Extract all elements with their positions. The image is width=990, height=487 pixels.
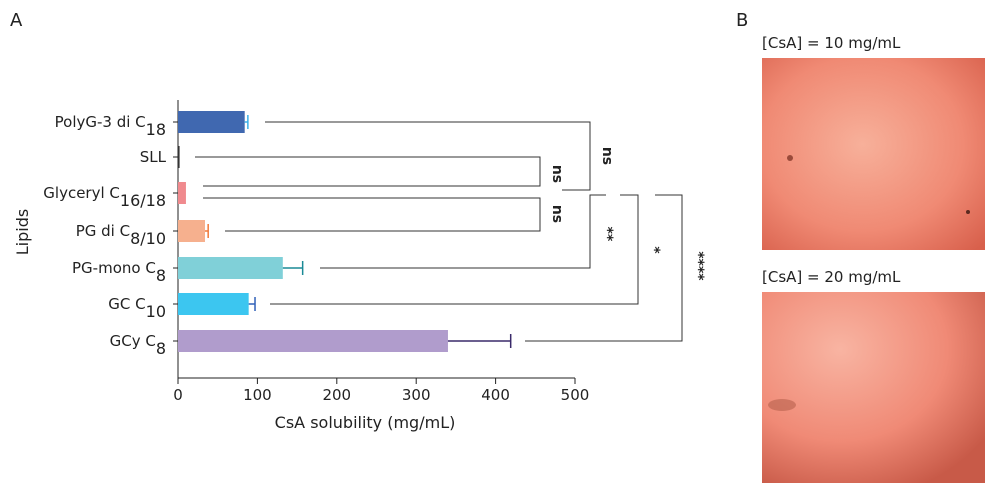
bar <box>178 182 186 204</box>
y-tick-label: PolyG-3 di C18 <box>55 113 166 139</box>
speck <box>966 210 970 214</box>
category-subscript: 8/10 <box>130 229 166 248</box>
bar <box>178 146 180 168</box>
x-tick-label: 500 <box>561 386 590 404</box>
y-tick-label: GCy C8 <box>110 332 166 358</box>
bar <box>178 293 249 315</box>
bar <box>178 257 283 279</box>
significance-label: ns <box>599 147 615 165</box>
image-label: [CsA] = 20 mg/mL <box>762 268 901 286</box>
category-name: PG-mono C <box>72 259 156 277</box>
significance-label: ** <box>599 227 615 242</box>
category-name: PolyG-3 di C <box>55 113 146 131</box>
speck <box>787 155 793 161</box>
category-name: SLL <box>140 148 167 166</box>
error-bar <box>244 115 249 129</box>
category-name: PG di C <box>76 222 130 240</box>
image-label: [CsA] = 10 mg/mL <box>762 34 901 52</box>
category-name: GCy C <box>110 332 156 350</box>
significance-label: ns <box>549 205 565 223</box>
x-tick-label: 0 <box>173 386 183 404</box>
panel-label: B <box>736 10 748 31</box>
y-tick-label: PG di C8/10 <box>76 222 166 248</box>
category-name: GC C <box>108 295 145 313</box>
error-bar <box>204 224 209 238</box>
y-tick-label: SLL <box>140 148 167 166</box>
speck <box>768 399 796 411</box>
x-axis-label: CsA solubility (mg/mL) <box>275 413 456 432</box>
x-tick-label: 200 <box>322 386 351 404</box>
significance-label: **** <box>690 251 706 281</box>
x-tick-label: 100 <box>243 386 272 404</box>
error-bar <box>282 261 304 275</box>
panel-label: A <box>10 10 23 31</box>
bar <box>178 330 448 352</box>
category-subscript: 18 <box>146 120 166 139</box>
category-subscript: 16/18 <box>120 191 166 210</box>
y-tick-label: PG-mono C8 <box>72 259 166 285</box>
y-tick-label: GC C10 <box>108 295 166 321</box>
bar <box>178 220 205 242</box>
x-tick-label: 300 <box>402 386 431 404</box>
significance-label: ns <box>549 165 565 183</box>
significance-brackets <box>195 121 683 342</box>
category-subscript: 10 <box>146 302 166 321</box>
category-subscript: 8 <box>156 339 166 358</box>
y-axis-label: Lipids <box>13 209 32 255</box>
error-bar <box>447 334 512 348</box>
bar <box>178 111 245 133</box>
error-bar <box>248 297 256 311</box>
x-tick-label: 400 <box>481 386 510 404</box>
micrograph <box>762 292 985 483</box>
y-tick-label: Glyceryl C16/18 <box>43 184 166 210</box>
significance-label: * <box>646 246 662 254</box>
category-name: Glyceryl C <box>43 184 120 202</box>
category-subscript: 8 <box>156 266 166 285</box>
micrograph <box>762 58 985 250</box>
